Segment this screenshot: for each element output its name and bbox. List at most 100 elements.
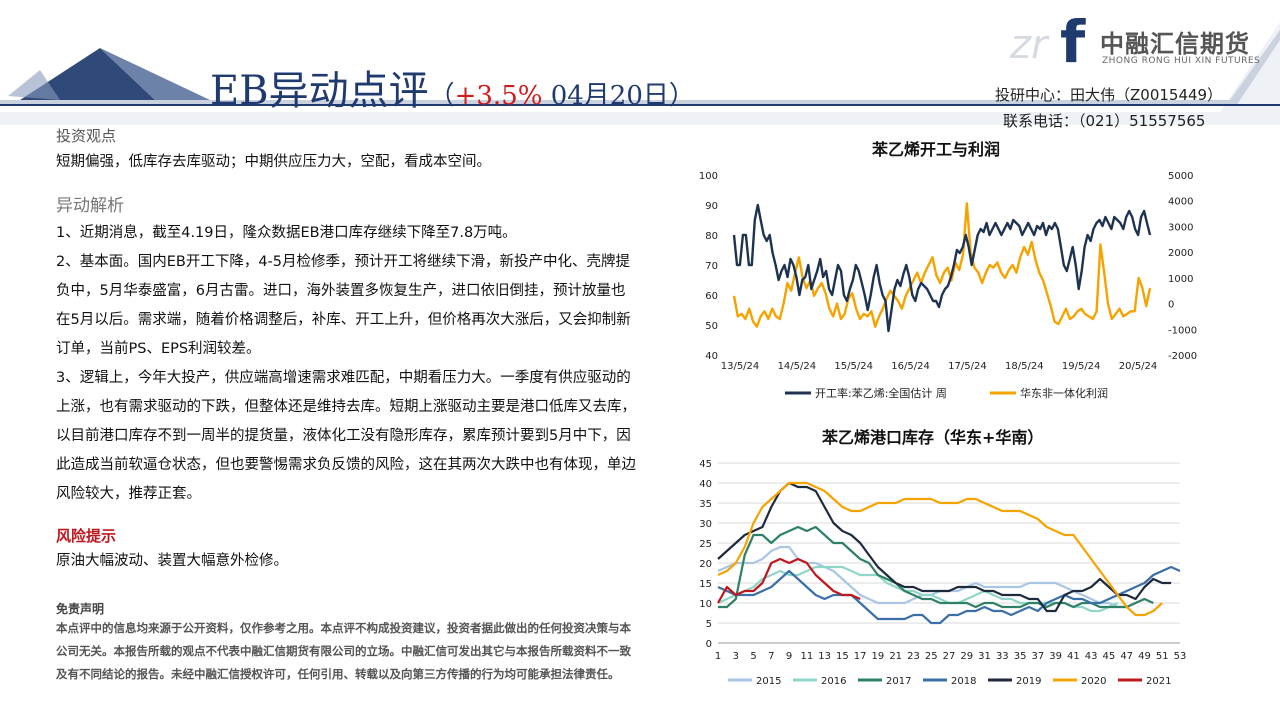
legend-label-2016: 2016 (821, 676, 846, 687)
x-tick-label: 45 (1103, 651, 1116, 662)
disclaimer: 免责声明 本点评中的信息均来源于公开资料，仅作参考之用。本点评不构成投资建议，投… (56, 601, 636, 686)
y-left-tick-label: 50 (705, 321, 718, 332)
x-tick-label: 29 (960, 651, 973, 662)
view-heading: 投资观点 (56, 127, 117, 145)
logo-ghost-letters: zr (1010, 22, 1050, 68)
y-left-tick-label: 90 (705, 201, 718, 212)
contact-block: 投研中心：田大伟（Z0015449） 联系电话：（021）51557565 (995, 82, 1222, 134)
y-tick-label: 35 (699, 499, 712, 510)
y-right-tick-label: 2000 (1168, 248, 1193, 259)
logo-mark-icon: zr f (1010, 12, 1086, 72)
series-line-0 (732, 203, 1152, 333)
x-tick-label: 1 (715, 651, 721, 662)
x-tick-label: 39 (1049, 651, 1062, 662)
x-tick-label: 18/5/24 (1005, 361, 1044, 372)
x-tick-label: 19/5/24 (1062, 361, 1101, 372)
legend-label-2015: 2015 (756, 676, 781, 687)
researcher-info: 投研中心：田大伟（Z0015449） (995, 86, 1223, 104)
title-text: EB异动点评 (210, 68, 429, 114)
logo-en-name: ZHONG RONG HUI XIN FUTURES (1102, 56, 1261, 66)
x-tick-label: 14/5/24 (778, 361, 817, 372)
x-tick-label: 17 (854, 651, 867, 662)
y-left-tick-label: 70 (705, 261, 718, 272)
legend-label-2020: 2020 (1081, 676, 1106, 687)
series-line-2017 (718, 525, 1154, 609)
legend-label-2021: 2021 (1146, 676, 1171, 687)
x-tick-label: 13/5/24 (721, 361, 760, 372)
logo-f-letter: f (1060, 12, 1086, 72)
legend-label-2017: 2017 (886, 676, 911, 687)
x-tick-label: 7 (768, 651, 774, 662)
x-tick-label: 3 (733, 651, 739, 662)
y-left-tick-label: 100 (699, 171, 718, 182)
y-tick-label: 0 (706, 639, 712, 650)
chart2-title: 苯乙烯港口库存（华东+华南） (822, 428, 1044, 447)
x-tick-label: 11 (800, 651, 813, 662)
y-left-tick-label: 60 (705, 291, 718, 302)
x-tick-label: 27 (943, 651, 956, 662)
y-right-tick-label: 5000 (1168, 171, 1193, 182)
x-tick-label: 13 (818, 651, 831, 662)
y-tick-label: 5 (706, 619, 712, 630)
analysis-column: 投资观点 短期偏强，低库存去库驱动；中期供应压力大，空配，看成本空间。 异动解析… (56, 124, 636, 573)
x-tick-label: 19 (872, 651, 885, 662)
legend-label-0: 开工率:苯乙烯:全国估计 周 (815, 386, 947, 400)
series-line-2016 (717, 565, 1119, 613)
header-decoration (0, 22, 1280, 125)
x-tick-label: 9 (786, 651, 792, 662)
series-line-2020 (717, 481, 1163, 617)
chart1-title: 苯乙烯开工与利润 (872, 140, 1001, 159)
x-tick-label: 51 (1156, 651, 1169, 662)
risk-heading: 风险提示 (56, 527, 117, 545)
legend-label-2019: 2019 (1016, 676, 1041, 687)
page-title: EB异动点评（+3.5% 04月20日） (210, 58, 695, 116)
x-tick-label: 47 (1120, 651, 1133, 662)
y-right-tick-label: 1000 (1168, 274, 1193, 285)
analysis-point-2: 2、基本面。国内EB开工下降，4-5月检修季，预计开工将继续下滑，新投产中化、壳… (56, 254, 631, 357)
x-tick-label: 49 (1138, 651, 1151, 662)
x-tick-label: 20/5/24 (1119, 361, 1158, 372)
y-right-tick-label: 4000 (1168, 197, 1193, 208)
x-tick-label: 21 (889, 651, 902, 662)
x-tick-label: 15/5/24 (834, 361, 873, 372)
series-line-2021 (717, 557, 861, 604)
y-tick-label: 25 (699, 539, 712, 550)
y-right-tick-label: -2000 (1168, 351, 1197, 362)
x-tick-label: 41 (1067, 651, 1080, 662)
analysis-point-1: 1、近期消息，截至4.19日，隆众数据EB港口库存继续下降至7.8万吨。 (56, 225, 517, 241)
x-tick-label: 33 (996, 651, 1009, 662)
x-tick-label: 35 (1014, 651, 1027, 662)
report-date: 04月20日） (550, 81, 695, 111)
analysis-point-3: 3、逻辑上，今年大投产，供应端高增速需求难匹配，中期看压力大。一季度有供应驱动的… (56, 370, 636, 502)
x-tick-label: 25 (925, 651, 938, 662)
y-tick-label: 15 (699, 579, 712, 590)
x-tick-label: 53 (1174, 651, 1187, 662)
legend-label-2018: 2018 (951, 676, 976, 687)
view-text: 短期偏强，低库存去库驱动；中期供应压力大，空配，看成本空间。 (56, 154, 491, 170)
disclaimer-text: 本点评中的信息均来源于公开资料，仅作参考之用。本点评不构成投资建议，投资者据此做… (56, 621, 631, 681)
y-right-tick-label: 3000 (1168, 222, 1193, 233)
y-left-tick-label: 80 (705, 231, 718, 242)
y-left-tick-label: 40 (705, 351, 718, 362)
x-tick-label: 17/5/24 (948, 361, 987, 372)
logo-cn-name: 中融汇信期货 (1100, 30, 1250, 58)
series-line-2019 (717, 481, 1172, 613)
y-right-tick-label: 0 (1168, 300, 1174, 311)
y-tick-label: 10 (699, 599, 712, 610)
x-tick-label: 23 (907, 651, 920, 662)
y-tick-label: 45 (699, 459, 712, 470)
company-logo: zr f 中融汇信期货 ZHONG RONG HUI XIN FUTURES (1010, 12, 1275, 72)
x-tick-label: 43 (1085, 651, 1098, 662)
series-line-2018 (717, 565, 1181, 625)
analysis-heading: 异动解析 (56, 196, 124, 216)
y-right-tick-label: -1000 (1168, 325, 1197, 336)
x-tick-label: 16/5/24 (891, 361, 930, 372)
x-tick-label: 5 (750, 651, 756, 662)
series-line-1 (732, 202, 1152, 328)
x-tick-label: 37 (1031, 651, 1044, 662)
y-tick-label: 40 (699, 479, 712, 490)
disclaimer-heading: 免责声明 (56, 602, 105, 616)
risk-text: 原油大幅波动、装置大幅意外检修。 (56, 553, 288, 569)
title-open-paren: （ (428, 81, 455, 111)
